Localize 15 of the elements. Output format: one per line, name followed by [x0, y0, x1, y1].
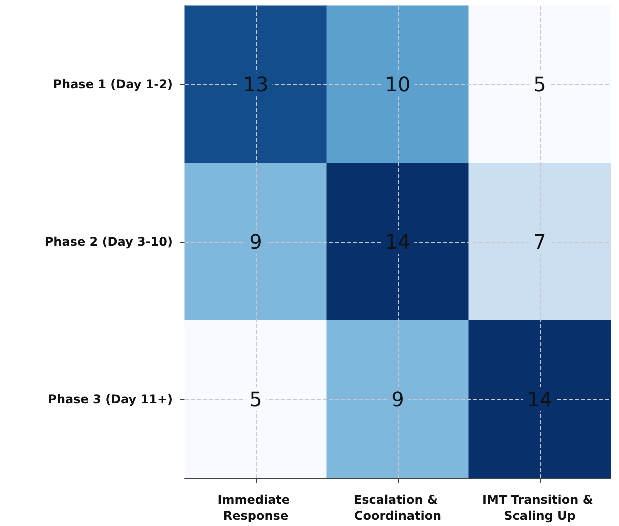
x-tick-label: Immediate Response — [218, 493, 294, 523]
x-tick-label: IMT Transition & Scaling Up — [482, 493, 598, 523]
data-label: 9 — [392, 387, 404, 412]
y-tick-label: Phase 2 (Day 3-10) — [44, 235, 173, 249]
data-label: 13 — [243, 72, 269, 97]
data-label: 10 — [385, 72, 411, 97]
x-tick-label: Escalation & Coordination — [354, 493, 442, 523]
y-tick-label: Phase 1 (Day 1-2) — [53, 78, 173, 92]
y-tick-label: Phase 3 (Day 11+) — [48, 392, 173, 406]
data-label: 9 — [250, 230, 262, 254]
data-label: 7 — [534, 230, 546, 254]
data-label: 5 — [534, 72, 546, 97]
data-label: 5 — [250, 387, 262, 412]
data-label: 14 — [385, 230, 411, 254]
data-label: 14 — [527, 387, 553, 412]
